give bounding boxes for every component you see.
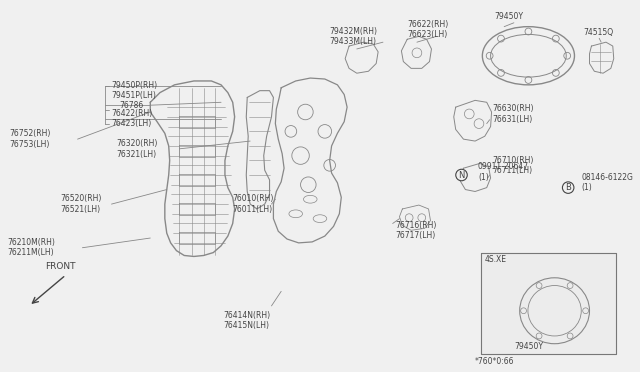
Text: 79450Y: 79450Y: [514, 342, 543, 351]
Text: 76422(RH)
76423(LH): 76422(RH) 76423(LH): [111, 109, 153, 128]
Text: FRONT: FRONT: [45, 262, 76, 271]
Text: 76622(RH)
76623(LH): 76622(RH) 76623(LH): [407, 20, 449, 39]
Text: 76752(RH)
76753(LH): 76752(RH) 76753(LH): [10, 129, 51, 149]
Text: 76630(RH)
76631(LH): 76630(RH) 76631(LH): [493, 104, 534, 124]
Text: *760*0:66: *760*0:66: [475, 357, 515, 366]
Text: 76786: 76786: [119, 101, 143, 110]
Text: 76414N(RH)
76415N(LH): 76414N(RH) 76415N(LH): [223, 311, 270, 330]
Text: N: N: [458, 170, 465, 180]
Text: 79432M(RH)
79433M(LH): 79432M(RH) 79433M(LH): [330, 27, 378, 46]
Text: 09911-20647
(1): 09911-20647 (1): [478, 163, 529, 182]
Polygon shape: [481, 253, 616, 355]
Text: 76210M(RH)
76211M(LH): 76210M(RH) 76211M(LH): [8, 238, 56, 257]
Text: 76010(RH)
76011(LH): 76010(RH) 76011(LH): [233, 195, 274, 214]
Text: 08146-6122G
(1): 08146-6122G (1): [582, 173, 634, 192]
Text: 76520(RH)
76521(LH): 76520(RH) 76521(LH): [60, 195, 102, 214]
Text: B: B: [565, 183, 571, 192]
Text: 76320(RH)
76321(LH): 76320(RH) 76321(LH): [116, 139, 157, 158]
Text: 4S.XE: 4S.XE: [484, 255, 507, 264]
Text: 74515Q: 74515Q: [584, 28, 614, 37]
Text: 79450P(RH)
79451P(LH): 79450P(RH) 79451P(LH): [111, 81, 157, 100]
Text: 76710(RH)
76711(LH): 76710(RH) 76711(LH): [493, 155, 534, 175]
Text: 76716(RH)
76717(LH): 76716(RH) 76717(LH): [396, 221, 437, 240]
Text: 79450Y: 79450Y: [495, 13, 524, 22]
